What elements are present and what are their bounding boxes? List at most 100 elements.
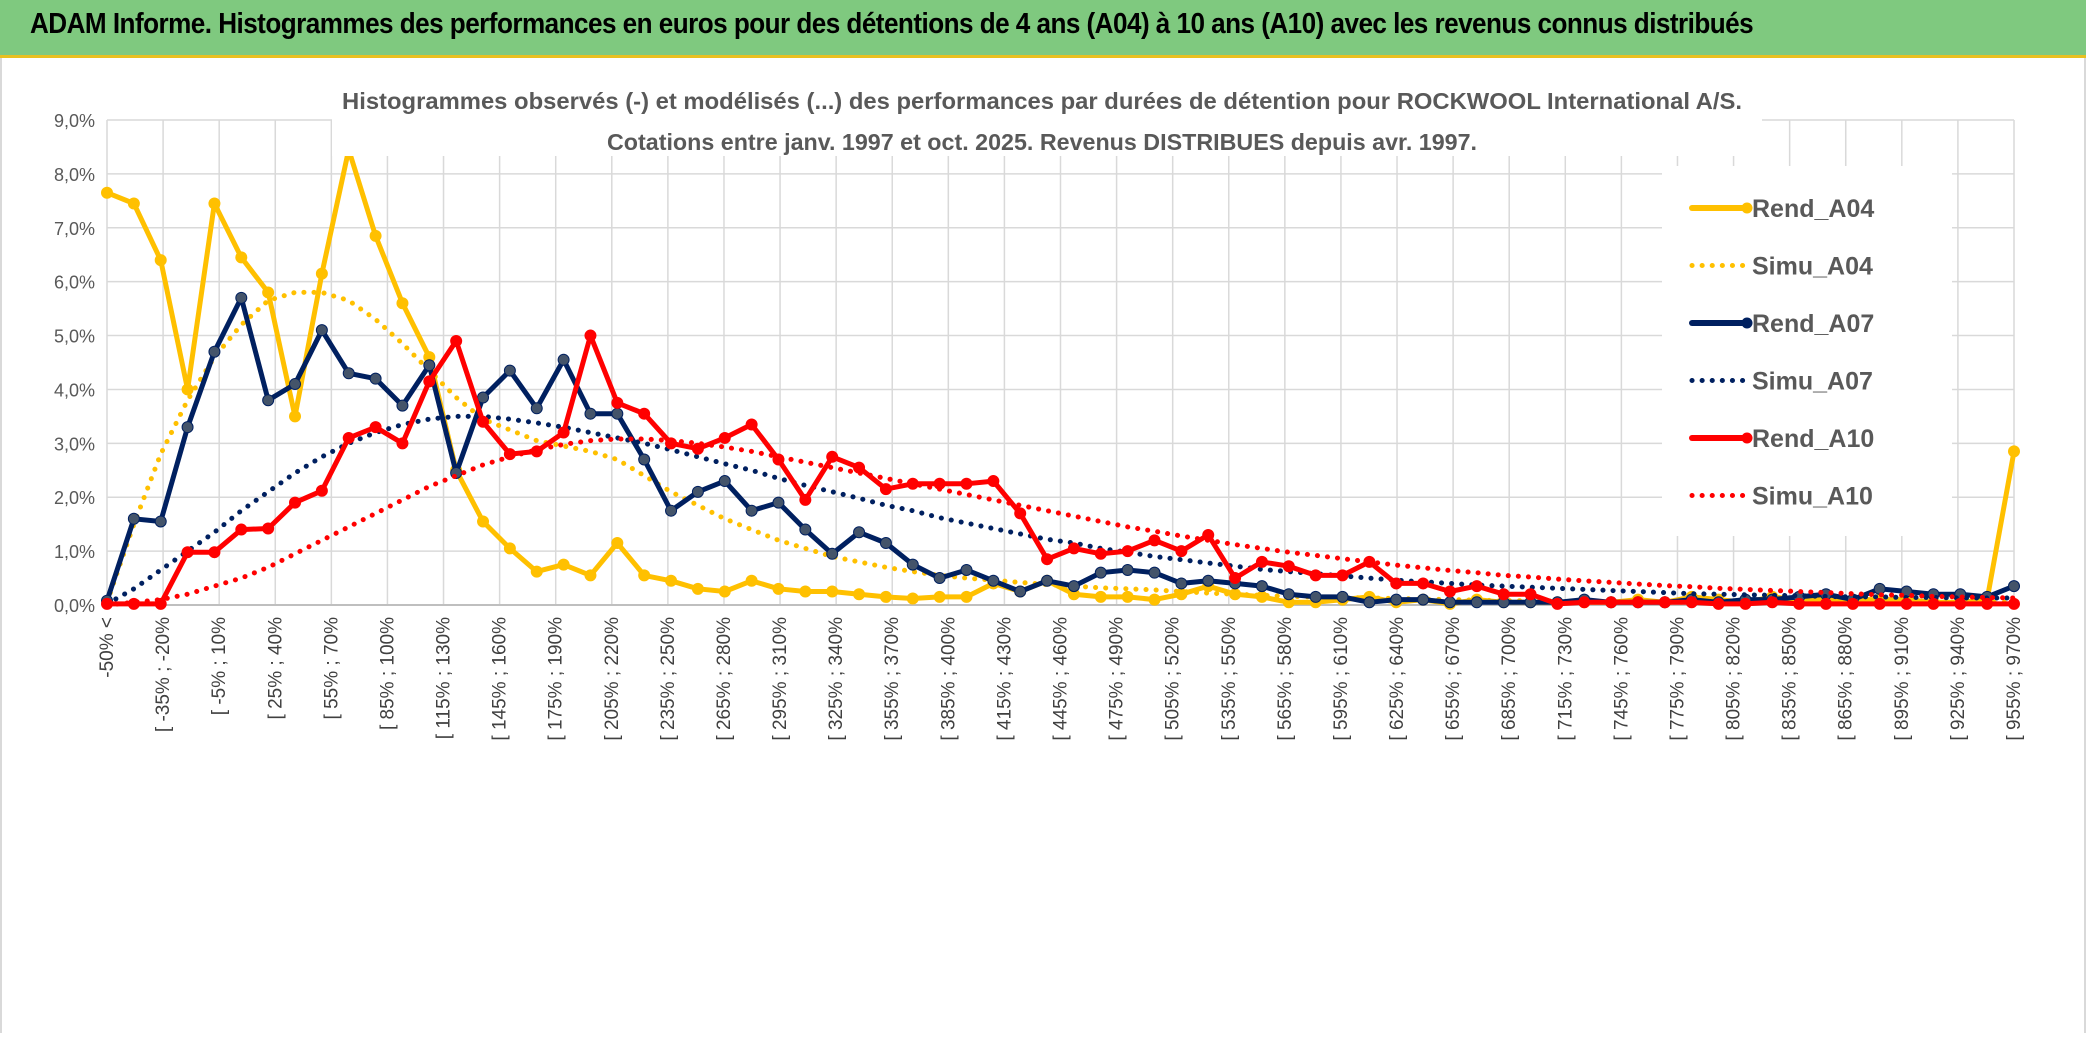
data-point	[960, 563, 973, 576]
x-tick-label: [ 835% ; 850%	[1780, 617, 1801, 741]
y-tick-label: 3,0%	[54, 434, 95, 454]
data-point	[315, 324, 328, 337]
data-point	[1014, 507, 1027, 520]
data-point	[1094, 566, 1107, 579]
data-point	[1846, 597, 1859, 610]
data-point	[1255, 580, 1268, 593]
data-point	[772, 582, 785, 595]
data-point	[1793, 597, 1806, 610]
legend-label: Rend_A07	[1752, 310, 1874, 338]
data-point	[396, 399, 409, 412]
data-point	[1470, 596, 1483, 609]
data-point	[718, 475, 731, 488]
data-point	[181, 546, 194, 559]
x-tick-label: [ 115% ; 130%	[434, 617, 455, 739]
data-point	[638, 407, 651, 420]
data-point	[799, 585, 812, 598]
data-point	[691, 582, 704, 595]
x-tick-label: [ 325% ; 340%	[826, 617, 847, 741]
x-tick-label: [ 655% ; 670%	[1443, 617, 1464, 741]
data-point	[718, 585, 731, 598]
data-point	[1578, 596, 1591, 609]
data-point	[127, 197, 140, 210]
data-point	[1041, 553, 1054, 566]
data-point	[987, 475, 1000, 488]
data-point	[1981, 597, 1994, 610]
x-tick-label: [ 565% ; 580%	[1275, 617, 1296, 741]
data-point	[1631, 596, 1644, 609]
axes: 0,0% 1,0% 2,0% 3,0% 4,0% 5,0% 6,0% 7,0% 8,0% 9,0%…	[54, 111, 2025, 741]
data-point	[1067, 542, 1080, 555]
data-point	[208, 197, 221, 210]
y-tick-label: 9,0%	[54, 111, 95, 131]
data-point	[1443, 596, 1456, 609]
series-line	[104, 436, 2017, 608]
data-point	[879, 537, 892, 550]
data-point	[127, 512, 140, 525]
x-tick-label: [ 475% ; 490%	[1107, 617, 1128, 741]
data-point	[1417, 577, 1430, 590]
series-line	[104, 413, 2017, 607]
data-point	[1309, 569, 1322, 582]
data-point	[1873, 582, 1886, 595]
data-point	[1551, 597, 1564, 610]
y-tick-label: 0,0%	[54, 596, 95, 616]
legend-label: Rend_A10	[1752, 425, 1874, 453]
y-tick-label: 7,0%	[54, 219, 95, 239]
data-point	[1175, 577, 1188, 590]
data-point	[1336, 590, 1349, 603]
data-point	[933, 590, 946, 603]
data-point	[1121, 563, 1134, 576]
data-point	[1819, 597, 1832, 610]
data-point	[289, 378, 302, 391]
data-point	[369, 421, 382, 434]
data-point	[503, 364, 516, 377]
data-point	[1524, 588, 1537, 601]
data-point	[638, 453, 651, 466]
data-point	[1041, 574, 1054, 587]
data-point	[1148, 566, 1161, 579]
data-point	[208, 345, 221, 358]
series-simu-a10	[104, 436, 2017, 608]
data-point	[879, 590, 892, 603]
x-tick-label: [ 895% ; 910%	[1892, 617, 1913, 741]
legend-label: Simu_A07	[1752, 368, 1873, 396]
chart-title: Histogrammes observés (-) et modélisés (…	[342, 88, 1742, 114]
data-point	[503, 542, 516, 555]
data-point	[154, 515, 167, 528]
data-point	[557, 353, 570, 366]
data-point	[423, 375, 436, 388]
data-point	[853, 526, 866, 539]
report-banner: ADAM Informe. Histogrammes des performan…	[0, 0, 2086, 58]
data-point	[1605, 596, 1618, 609]
data-point	[1229, 572, 1242, 585]
data-point	[450, 334, 463, 347]
data-point	[208, 546, 221, 559]
data-point	[101, 186, 113, 199]
performance-histogram-chart: 0,0% 1,0% 2,0% 3,0% 4,0% 5,0% 6,0% 7,0% 8,0% 9,0%…	[54, 78, 2025, 741]
data-point	[1417, 593, 1430, 606]
report-title: ADAM Informe. Histogrammes des performan…	[30, 8, 1754, 40]
title-backdrop	[332, 78, 1762, 156]
data-point	[960, 590, 973, 603]
data-point	[396, 297, 409, 310]
series-simu-a07	[104, 413, 2017, 607]
data-point	[1443, 585, 1456, 598]
data-point	[262, 522, 275, 535]
data-point	[1470, 580, 1483, 593]
data-point	[1202, 574, 1215, 587]
x-tick-label: [ 145% ; 160%	[490, 617, 511, 741]
data-point	[262, 286, 275, 299]
data-point	[369, 229, 382, 242]
data-point	[1094, 590, 1107, 603]
data-point	[423, 359, 436, 372]
series-lines	[101, 143, 2020, 610]
data-point	[262, 394, 275, 407]
data-point	[557, 558, 570, 571]
x-tick-label: [ 205% ; 220%	[602, 617, 623, 741]
legend-marker	[1741, 317, 1753, 329]
data-point	[745, 418, 758, 431]
data-point	[638, 569, 651, 582]
data-point	[1148, 534, 1161, 547]
data-point	[1148, 593, 1161, 606]
